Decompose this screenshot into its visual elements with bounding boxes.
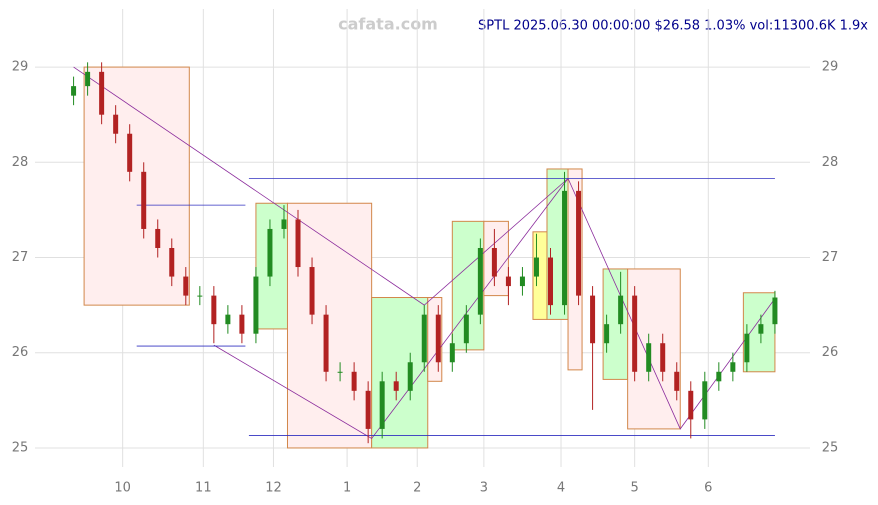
zone-box — [286, 202, 373, 449]
candle-body — [379, 381, 385, 429]
candle-body — [632, 295, 638, 372]
candle-body — [533, 257, 539, 277]
candle-body — [393, 381, 399, 391]
candle-body — [351, 371, 357, 391]
y-tick-label: 27 — [12, 250, 29, 265]
candle-body — [211, 295, 217, 325]
candle-body — [562, 190, 568, 306]
candle-body — [141, 171, 147, 229]
x-tick-label: 2 — [413, 481, 421, 496]
candle-body — [365, 390, 371, 429]
candle-body — [281, 219, 287, 229]
chart-title: SPTL 2025.06.30 00:00:00 $26.58 1.03% vo… — [478, 19, 868, 34]
y-tick-label: 29 — [822, 60, 839, 75]
candle-body — [744, 333, 750, 363]
y-tick-label: 26 — [12, 345, 29, 360]
candle-body — [197, 295, 203, 297]
candle-body — [646, 343, 652, 372]
y-tick-label: 28 — [822, 155, 839, 170]
candle-body — [716, 371, 722, 382]
candle-body — [295, 219, 301, 268]
candle-body — [491, 248, 497, 277]
y-tick-label: 27 — [822, 250, 839, 265]
x-tick-label: 12 — [265, 481, 282, 496]
candle-body — [674, 371, 680, 391]
candle-body — [71, 86, 77, 96]
candle-body — [702, 381, 708, 420]
candle-body — [155, 228, 161, 248]
y-tick-label: 25 — [822, 440, 839, 455]
candle-body — [323, 314, 329, 372]
candle-body — [477, 248, 483, 315]
candle-body — [463, 314, 469, 344]
candle-body — [337, 371, 343, 373]
candle-body — [253, 276, 259, 334]
candle-body — [449, 343, 455, 363]
candle-body — [435, 314, 441, 363]
candle-body — [758, 324, 764, 334]
candle-body — [309, 267, 315, 315]
candle-body — [688, 390, 694, 420]
x-tick-label: 1 — [343, 481, 351, 496]
x-tick-label: 5 — [631, 481, 639, 496]
candle-body — [99, 71, 105, 115]
watermark: cafata.com — [338, 15, 438, 34]
candle-body — [604, 324, 610, 344]
candle-body — [421, 314, 427, 363]
candle-body — [505, 276, 511, 287]
candle-body — [169, 248, 175, 277]
candle-body — [127, 133, 133, 172]
y-tick-label: 29 — [12, 60, 29, 75]
candle-body — [267, 228, 273, 277]
candle-body — [239, 314, 245, 334]
y-tick-label: 26 — [822, 345, 839, 360]
x-tick-label: 6 — [704, 481, 712, 496]
x-tick-label: 10 — [114, 481, 131, 496]
candle-body — [730, 362, 736, 372]
candle-body — [660, 343, 666, 372]
y-tick-label: 25 — [12, 440, 29, 455]
candle-body — [183, 276, 189, 296]
zone-box — [602, 268, 629, 380]
candle-body — [547, 257, 553, 306]
candle-body — [407, 362, 413, 391]
candle-body — [225, 314, 231, 325]
candle-body — [590, 295, 596, 344]
candle-body — [519, 276, 525, 287]
candle-body — [85, 71, 91, 87]
y-tick-label: 28 — [12, 155, 29, 170]
candle-body — [772, 297, 778, 325]
trend-line — [213, 178, 569, 439]
candle-body — [576, 190, 582, 296]
candle-body — [618, 295, 624, 325]
x-tick-label: 11 — [195, 481, 212, 496]
x-tick-label: 3 — [480, 481, 488, 496]
x-tick-label: 4 — [557, 481, 565, 496]
candle-body — [113, 114, 119, 134]
